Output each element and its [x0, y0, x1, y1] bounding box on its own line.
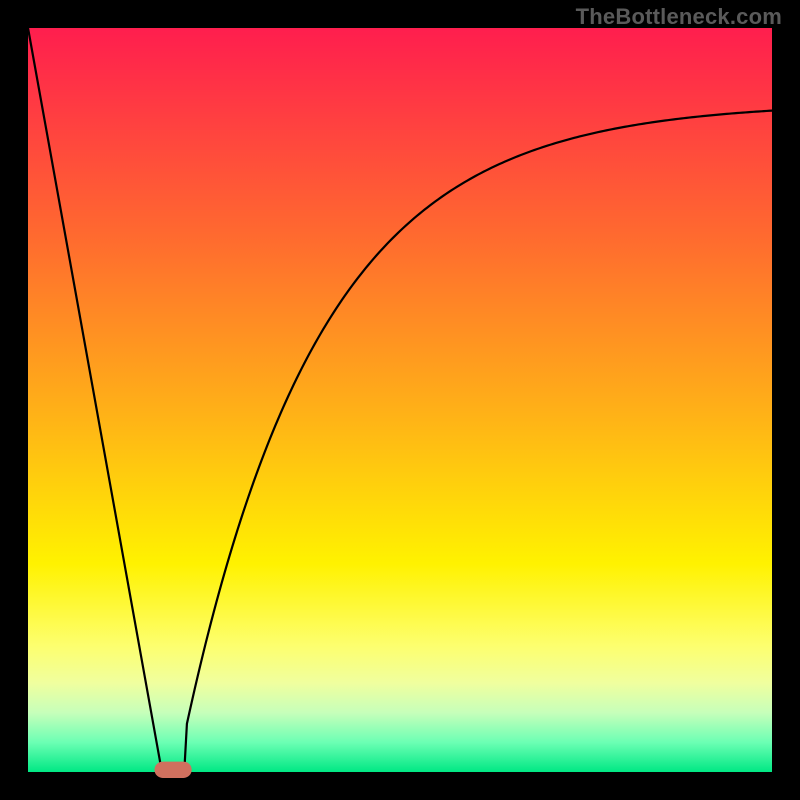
- plot-background: [28, 28, 772, 772]
- chart-root: TheBottleneck.com: [0, 0, 800, 800]
- valley-marker: [154, 762, 191, 778]
- chart-svg: [0, 0, 800, 800]
- watermark-text: TheBottleneck.com: [576, 4, 782, 30]
